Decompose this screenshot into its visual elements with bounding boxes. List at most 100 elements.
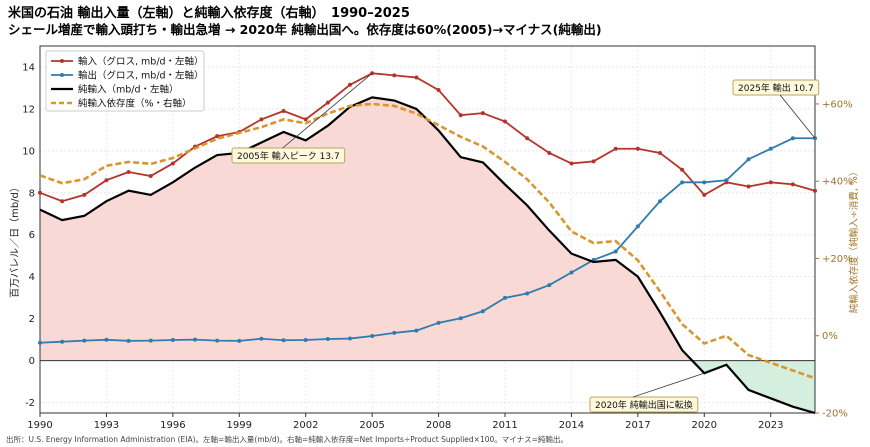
x-tick-label: 1999: [227, 420, 252, 431]
legend-box: [45, 50, 205, 112]
y2-tick-label: -20%: [822, 409, 848, 420]
series-point-0: [170, 161, 175, 166]
x-tick-label: 1990: [27, 420, 52, 431]
series-point-1: [480, 309, 485, 314]
legend-marker-0: [60, 59, 64, 63]
annotation-2: 2020年 純輸出国に転換: [589, 372, 705, 413]
annotation-arrow-2: [632, 372, 705, 398]
series-point-1: [237, 338, 242, 343]
series-point-0: [436, 88, 441, 93]
series-point-0: [525, 136, 530, 141]
series-point-0: [458, 113, 463, 118]
annotation-arrow-1: [779, 94, 816, 139]
x-tick-label: 2002: [293, 420, 318, 431]
chart-title: 米国の石油 輸出入量（左軸）と純輸入依存度（右軸） 1990–2025: [8, 5, 410, 21]
series-point-0: [503, 119, 507, 124]
series-point-0: [547, 150, 552, 155]
series-point-1: [525, 291, 530, 296]
series-point-0: [60, 199, 65, 204]
series-point-0: [680, 167, 685, 172]
series-line-1: [39, 137, 815, 344]
series-point-0: [392, 73, 397, 78]
series-line-0: [39, 72, 816, 203]
series-point-1: [170, 338, 175, 343]
series-point-0: [414, 75, 419, 80]
series-point-0: [348, 82, 352, 87]
y-tick-label: -2: [25, 398, 35, 409]
series-point-1: [613, 249, 618, 254]
annotation-box-2: [589, 396, 699, 413]
series-point-1: [658, 199, 662, 204]
annotation-box-0: [231, 147, 346, 164]
plot-frame: [39, 45, 816, 414]
y2-tick-label: +40%: [822, 177, 853, 188]
annotation-text-1: 2025年 輸出 10.7: [738, 82, 814, 94]
series-point-1: [193, 337, 197, 342]
annotation-0: 2005年 輸入ピーク 13.7: [231, 72, 373, 164]
series-point-1: [82, 338, 87, 343]
legend: 輸入（グロス, mb/d・左軸） 輸出（グロス, mb/d・左軸） 純輸入（mb/d…: [45, 50, 205, 112]
y2-tick-label: +20%: [822, 254, 853, 265]
y-tick-label: 14: [22, 62, 35, 73]
x-tick-label: 1993: [94, 420, 119, 431]
series-point-1: [325, 336, 330, 341]
series-point-1: [635, 224, 640, 229]
legend-label-1: 輸出（グロス, mb/d・左軸）: [78, 70, 204, 82]
series-point-1: [768, 146, 773, 151]
series-point-0: [104, 178, 109, 183]
series-point-0: [813, 188, 817, 193]
series-point-1: [790, 136, 795, 141]
y-tick-label: 10: [22, 146, 35, 157]
x-tick-label: 2011: [492, 420, 517, 431]
y-tick-label: 2: [29, 314, 35, 325]
series-point-1: [60, 339, 65, 344]
series-point-0: [591, 159, 596, 164]
legend-label-2: 純輸入（mb/d・左軸）: [78, 84, 179, 96]
series-point-1: [436, 320, 441, 325]
series-point-0: [768, 180, 773, 185]
y-axis-label: 百万バレル／日（mb/d）: [9, 182, 21, 298]
series-point-0: [281, 109, 286, 114]
series-line-3: [39, 102, 816, 380]
series-point-1: [148, 338, 153, 343]
annotation-arrow-0: [282, 72, 373, 149]
series-point-1: [303, 338, 308, 343]
y-tick-label: 4: [29, 272, 35, 283]
series-point-0: [635, 146, 640, 151]
annotation-box-1: [732, 79, 820, 96]
plot-area: -2 0 2 4 6 8 10 12 14 -20% 0% +20% +40% +60% 1990 1993 1…: [22, 45, 853, 431]
y2-axis-label: 純輸入依存度（純輸入÷消費, %）: [848, 167, 860, 314]
series-point-0: [148, 174, 153, 179]
series-point-1: [392, 330, 397, 335]
series-point-0: [790, 182, 795, 187]
y2-tick-label: 0%: [822, 331, 838, 342]
x-tick-label: 1996: [160, 420, 185, 431]
series-point-1: [104, 337, 109, 342]
y-tick-label: 0: [29, 356, 35, 367]
series-point-1: [38, 340, 42, 345]
series-point-0: [569, 161, 574, 166]
series-point-1: [702, 180, 707, 185]
series-point-1: [370, 334, 375, 339]
series-point-1: [215, 338, 220, 343]
series-point-1: [569, 270, 574, 275]
y-tick-label: 8: [29, 188, 35, 199]
chart-subtitle: シェール増産で輸入頭打ち・輸出急増 → 2020年 純輸出国へ。依存度は60%(…: [8, 22, 602, 37]
series-point-1: [259, 336, 264, 341]
x-tick-label: 2017: [625, 420, 650, 431]
x-tick-label: 2020: [692, 420, 717, 431]
series-point-1: [281, 338, 286, 343]
annotation-text-2: 2020年 純輸出国に転換: [595, 399, 693, 411]
x-tick-label: 2008: [426, 420, 451, 431]
series-point-0: [658, 150, 662, 155]
net-export-fill: [692, 360, 815, 413]
series-point-1: [503, 295, 507, 300]
series-point-0: [126, 170, 131, 175]
series-point-0: [480, 111, 485, 116]
series-point-1: [680, 180, 685, 185]
series-point-0: [325, 100, 330, 105]
series-point-0: [702, 192, 707, 197]
annotation-text-0: 2005年 輸入ピーク 13.7: [237, 150, 340, 162]
y-tick-label: 12: [22, 104, 35, 115]
series-point-0: [613, 146, 618, 151]
